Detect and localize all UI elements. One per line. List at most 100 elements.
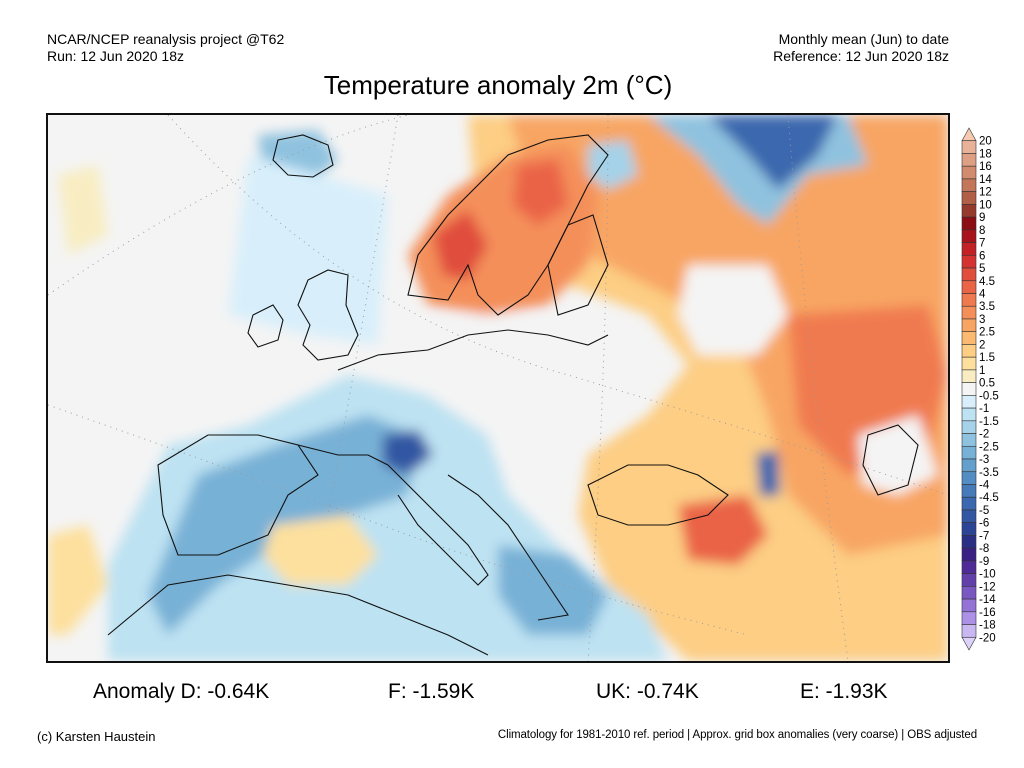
- colorbar-label: -6: [979, 518, 989, 530]
- colorbar-label: -2.5: [979, 441, 999, 453]
- coast-iceland: [272, 134, 334, 178]
- coast-iberia: [157, 434, 319, 556]
- colorbar-bin: [961, 598, 977, 613]
- colorbar-bin: [961, 509, 977, 523]
- colorbar-label: -18: [979, 620, 996, 632]
- colorbar-label: 1: [979, 365, 985, 377]
- colorbar-label: 1.5: [979, 352, 995, 364]
- warm-region-anatolia: [678, 495, 768, 565]
- colorbar-label: 16: [979, 161, 992, 173]
- coast-france-med: [297, 444, 389, 466]
- colorbar-label: -2: [979, 429, 989, 441]
- colorbar-label: 8: [979, 225, 985, 237]
- colorbar-label: 9: [979, 212, 985, 224]
- map-canvas: [48, 115, 948, 661]
- colorbar-label: -8: [979, 543, 989, 555]
- colorbar-bin: [961, 611, 977, 625]
- colorbar-label: -1.5: [979, 416, 999, 428]
- graticule-line: [48, 404, 749, 636]
- coast-balkans: [447, 474, 569, 621]
- colorbar-label: 20: [979, 136, 992, 148]
- colorbar-bin: [961, 522, 977, 536]
- colorbar-bin: [961, 560, 977, 574]
- reference-label: Reference: 12 Jun 2020 18z: [773, 48, 949, 64]
- cold-region-kola: [588, 140, 638, 190]
- colorbar-bin: [961, 382, 977, 396]
- colorbar-label: -5: [979, 505, 989, 517]
- colorbar-label: -3: [979, 454, 989, 466]
- graticule-line: [327, 115, 399, 516]
- neutral-region-russia: [678, 265, 788, 355]
- map-title: Temperature anomaly 2m (°C): [323, 70, 673, 100]
- coast-black-sea: [587, 464, 729, 526]
- header-right: Monthly mean (Jun) to date Reference: 12…: [773, 31, 949, 65]
- colorbar-bin: [961, 344, 977, 358]
- colorbar-label: 4: [979, 289, 986, 301]
- cold-region-barents-core: [708, 115, 838, 190]
- coast-ireland: [247, 304, 284, 348]
- colorbar-bin: [961, 496, 977, 511]
- colorbar-bin: [961, 178, 977, 192]
- coast-britain: [297, 269, 359, 361]
- anomaly-field: [48, 115, 948, 661]
- warm-region-norway: [433, 210, 488, 280]
- colorbar-bin: [961, 586, 977, 600]
- colorbar-label: 6: [979, 250, 985, 262]
- colorbar-label: -12: [979, 581, 996, 593]
- colorbar-label: -7: [979, 530, 989, 542]
- period-label: Monthly mean (Jun) to date: [778, 31, 949, 47]
- colorbar-bin: [961, 140, 977, 154]
- colorbar-label: 18: [979, 148, 992, 160]
- colorbar-bin: [961, 204, 977, 218]
- colorbar-label: 3.5: [979, 301, 995, 313]
- header-left: NCAR/NCEP reanalysis project @T62 Run: 1…: [47, 31, 284, 65]
- colorbar-label: -3.5: [979, 467, 999, 479]
- colorbar-label: 2: [979, 339, 985, 351]
- colorbar-label: -9: [979, 556, 989, 568]
- colorbar-triangle-top: [961, 127, 977, 142]
- colorbar-bin: [961, 369, 977, 383]
- colorbar-bin: [961, 305, 977, 320]
- credit-label: (c) Karsten Haustein: [37, 729, 156, 744]
- colorbar-label: 2.5: [979, 327, 995, 339]
- anomaly-map: [46, 113, 950, 663]
- anomaly-stat-france: F: -1.59K: [388, 680, 475, 703]
- colorbar-bin: [961, 153, 977, 167]
- colorbar-bin: [961, 229, 977, 243]
- graticule: [48, 115, 948, 661]
- cold-region-greece: [498, 545, 608, 635]
- colorbar-bin: [961, 191, 977, 205]
- colorbar-bin: [961, 458, 977, 473]
- climatology-note: Climatology for 1981-2010 ref. period | …: [497, 729, 977, 741]
- warm-region-lapland: [513, 160, 568, 225]
- anomaly-stat-spain: E: -1.93K: [800, 680, 888, 703]
- run-label: Run: 12 Jun 2020 18z: [47, 48, 184, 64]
- coastlines: [107, 134, 919, 656]
- coast-europe: [337, 329, 609, 371]
- colorbar-bin: [961, 165, 977, 180]
- colorbar-bin: [961, 216, 977, 231]
- colorbar-bin: [961, 318, 977, 333]
- source-label: NCAR/NCEP reanalysis project @T62: [47, 31, 285, 47]
- colorbar-bin: [961, 255, 977, 269]
- colorbar-label: 7: [979, 238, 985, 250]
- coast-finland: [547, 214, 609, 316]
- graticule-line: [167, 115, 948, 496]
- cold-region-north-sea: [228, 155, 388, 345]
- colorbar-label: 4.5: [979, 276, 995, 288]
- warm-region-atlantic-south: [48, 525, 108, 635]
- colorbar-label: 0.5: [979, 378, 995, 390]
- colorbar-label: -4: [979, 479, 990, 491]
- colorbar-label: 12: [979, 187, 992, 199]
- colorbar: 201816141210987654.543.532.521.510.5-0.5…: [961, 127, 999, 651]
- colorbar-label: -20: [979, 632, 996, 644]
- colorbar-label: -10: [979, 569, 996, 581]
- colorbar-bin: [961, 280, 977, 294]
- colorbar-label: 10: [979, 199, 992, 211]
- colorbar-bin: [961, 433, 977, 447]
- coast-italy: [387, 464, 489, 586]
- colorbar-triangle-bottom: [961, 636, 977, 651]
- colorbar-bin: [961, 293, 977, 307]
- colorbar-bin: [961, 267, 977, 282]
- colorbar-label: 3: [979, 314, 985, 326]
